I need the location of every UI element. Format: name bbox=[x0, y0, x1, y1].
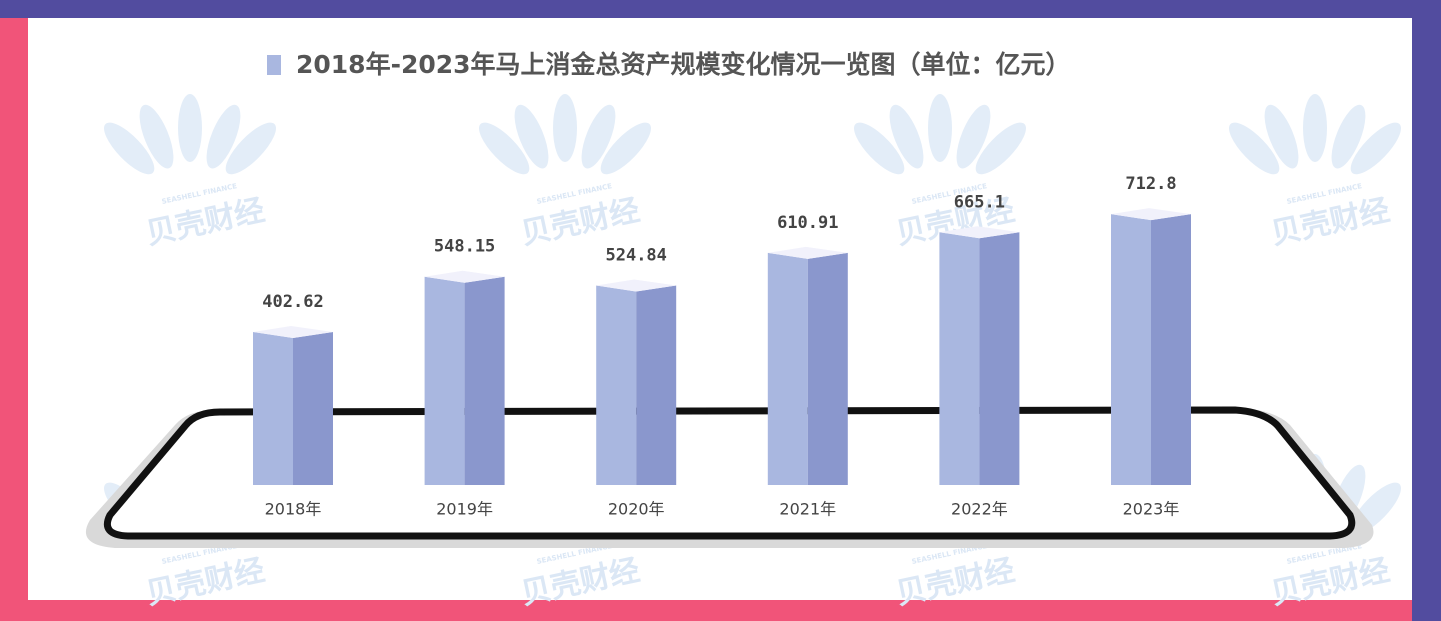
x-tick-label: 2020年 bbox=[608, 500, 665, 519]
value-label: 524.84 bbox=[605, 246, 666, 266]
bar-side bbox=[636, 285, 677, 485]
watermark-shell bbox=[104, 122, 155, 175]
frame-right bbox=[1412, 0, 1441, 621]
watermark-shell bbox=[928, 94, 952, 162]
x-tick-label: 2022年 bbox=[951, 500, 1008, 519]
bar-top bbox=[253, 326, 333, 339]
watermark-shell bbox=[1350, 122, 1401, 175]
bar-top bbox=[767, 246, 848, 259]
bar-front bbox=[767, 252, 808, 485]
bar-side bbox=[807, 252, 848, 485]
bar-top bbox=[596, 279, 677, 292]
bar-front bbox=[1111, 214, 1151, 486]
watermark-shell bbox=[581, 104, 616, 169]
watermark-shell bbox=[889, 104, 924, 169]
bar bbox=[1111, 208, 1191, 486]
watermark-shell bbox=[1331, 104, 1366, 169]
x-tick-label: 2021年 bbox=[779, 500, 836, 519]
bar bbox=[253, 326, 333, 485]
frame-top bbox=[0, 0, 1441, 18]
bar-front bbox=[424, 276, 465, 485]
bar bbox=[939, 226, 1020, 485]
value-label: 402.62 bbox=[262, 292, 323, 312]
watermark-shell bbox=[1303, 94, 1327, 162]
x-tick-label: 2018年 bbox=[265, 500, 322, 519]
watermark-shell bbox=[178, 94, 202, 162]
watermark-shell bbox=[139, 104, 174, 169]
bar-side bbox=[979, 232, 1020, 485]
watermark-shell bbox=[553, 94, 577, 162]
bar-top bbox=[1111, 208, 1191, 221]
value-label: 610.91 bbox=[777, 213, 838, 233]
watermark-shell bbox=[975, 122, 1026, 175]
watermark-shell bbox=[1229, 122, 1280, 175]
watermark-shell bbox=[956, 104, 991, 169]
watermark-shell bbox=[206, 104, 241, 169]
value-label: 548.15 bbox=[434, 237, 495, 257]
bar bbox=[424, 270, 505, 485]
legend-swatch bbox=[267, 55, 281, 75]
bar-side bbox=[464, 276, 505, 485]
watermark-shell bbox=[479, 122, 530, 175]
value-label: 665.1 bbox=[954, 192, 1005, 212]
watermark-shell bbox=[600, 122, 651, 175]
watermark-shell bbox=[225, 122, 276, 175]
value-label: 712.8 bbox=[1125, 174, 1176, 194]
bar bbox=[767, 246, 848, 485]
x-tick-label: 2023年 bbox=[1123, 500, 1180, 519]
bar bbox=[596, 279, 677, 485]
bar-front bbox=[596, 285, 637, 485]
bar-top bbox=[939, 226, 1020, 239]
watermark-shell bbox=[1264, 104, 1299, 169]
bar-front bbox=[939, 232, 980, 485]
bar-top bbox=[424, 270, 505, 283]
platform bbox=[103, 406, 1356, 540]
bar-front bbox=[253, 332, 293, 485]
x-tick-label: 2019年 bbox=[436, 500, 493, 519]
chart-title: 2018年-2023年马上消金总资产规模变化情况一览图（单位：亿元） bbox=[296, 50, 1071, 79]
bar-side bbox=[293, 332, 333, 485]
watermark-shell bbox=[854, 122, 905, 175]
watermark-shell bbox=[514, 104, 549, 169]
bar-side bbox=[1151, 214, 1191, 486]
